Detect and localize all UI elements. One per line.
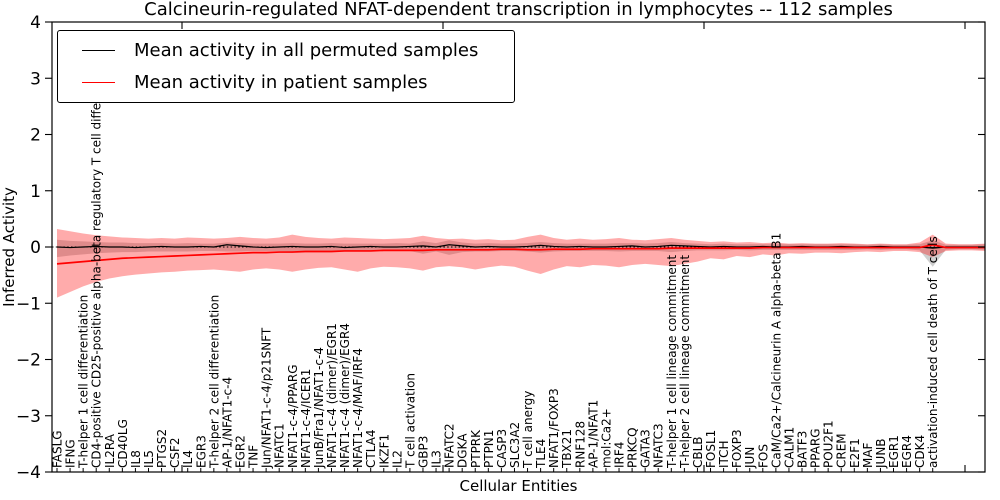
- x-tick-label: IL5: [142, 450, 156, 468]
- x-tick-label: NFAT1-c-4/MAF/IRF4: [351, 348, 365, 468]
- x-tick-label: PTGS2: [155, 429, 169, 468]
- x-tick-label: EGR1: [887, 435, 901, 468]
- x-tick-label: E2F1: [848, 438, 862, 468]
- y-tick-label: 0: [30, 238, 41, 258]
- x-tick-label: IL3: [430, 450, 444, 468]
- x-tick-label: ITCH: [717, 440, 731, 468]
- legend: Mean activity in all permuted samples Me…: [57, 30, 515, 103]
- x-tick-label: RNF128: [573, 421, 587, 468]
- x-tick-label: T-helper 2 cell differentiation: [207, 295, 221, 469]
- x-tick-label: FOXP3: [730, 429, 744, 468]
- x-tick-label: T-helper 1 cell lineage commitment: [665, 255, 679, 469]
- x-tick-label: IL4: [181, 450, 195, 468]
- x-tick-label: T-helper 2 cell lineage commitment: [678, 255, 692, 469]
- x-tick-label: MAF: [861, 442, 875, 468]
- x-tick-label: CD40LG: [116, 419, 130, 468]
- y-tick-label: 4: [30, 13, 41, 33]
- x-tick-label: NFAT1-c-4/ICER1: [299, 369, 313, 468]
- x-tick-label: activation-induced cell death of T cells: [926, 236, 940, 468]
- x-tick-label: EGR2: [233, 435, 247, 468]
- x-tick-label: GBP3: [416, 436, 430, 468]
- x-tick-label: CD4-positive CD25-positive alpha-beta re…: [90, 45, 104, 468]
- legend-item-permuted: Mean activity in all permuted samples: [68, 38, 504, 63]
- x-tick-label: FASLG: [51, 430, 65, 468]
- x-tick-label: FOS: [756, 444, 770, 468]
- x-tick-label: CTLA4: [364, 429, 378, 468]
- legend-label-patient: Mean activity in patient samples: [134, 72, 428, 93]
- x-tick-label: TNF: [247, 445, 261, 469]
- x-tick-label: EGR4: [900, 435, 914, 468]
- y-axis-label: Inferred Activity: [0, 187, 18, 307]
- x-tick-label: mol:Ca2+: [599, 408, 613, 468]
- x-axis-label: Cellular Entities: [459, 477, 578, 495]
- x-tick-label: JunB/Fra1/NFAT1-c-4: [312, 347, 326, 469]
- permuted-line-sample-icon: [82, 50, 115, 51]
- x-tick-label: IL8: [129, 450, 143, 468]
- x-tick-label: NFATC1: [273, 423, 287, 468]
- x-tick-label: JUNB: [874, 438, 888, 469]
- x-tick-label: T cell activation: [403, 373, 417, 469]
- x-tick-label: IRF4: [613, 442, 627, 468]
- patient-mean-line: [56, 243, 985, 265]
- x-tick-label: CSF2: [168, 437, 182, 468]
- x-tick-label: TBX21: [560, 429, 574, 469]
- x-tick-label: CDK4: [913, 435, 927, 468]
- x-tick-label: NFAT1-c-4/PPARG: [286, 364, 300, 468]
- y-tick-label: −2: [16, 351, 41, 371]
- patient-confidence-band: [57, 229, 985, 298]
- x-tick-label: AP-1/NFAT1-c-4: [220, 377, 234, 468]
- x-tick-label: IL2RA: [103, 433, 117, 468]
- x-tick-label: NFAT1/FOXP3: [547, 388, 561, 468]
- x-tick-label: FOSL1: [704, 430, 718, 468]
- y-tick-label: −3: [16, 407, 41, 427]
- x-tick-label: EGR3: [194, 435, 208, 468]
- x-tick-label: Jun/NFAT1-c-4/p21SNFT: [260, 327, 274, 469]
- x-tick-label: JUN: [743, 447, 757, 469]
- patient-line-sample-icon: [82, 82, 115, 83]
- x-tick-label: NFATC3: [652, 423, 666, 468]
- x-tick-label: CASP3: [495, 429, 509, 468]
- legend-label-permuted: Mean activity in all permuted samples: [134, 40, 479, 61]
- x-tick-label: PRKCQ: [626, 427, 640, 468]
- x-tick-label: NFATC2: [443, 423, 457, 468]
- x-tick-label: SLC3A2: [508, 422, 522, 468]
- legend-item-patient: Mean activity in patient samples: [68, 70, 504, 95]
- chart-title: Calcineurin-regulated NFAT-dependent tra…: [144, 0, 893, 20]
- x-tick-label: AP-1/NFAT1: [586, 400, 600, 468]
- x-tick-label: GATA3: [639, 429, 653, 468]
- y-tick-label: 2: [30, 126, 41, 146]
- x-tick-label: IL2: [390, 450, 404, 468]
- x-tick-label: NFAT1-c-4 (dimer)/EGR4: [338, 323, 352, 468]
- x-tick-label: PTPN1: [482, 430, 496, 468]
- x-tick-label: T-helper 1 cell differentiation: [77, 295, 91, 469]
- y-tick-label: −4: [16, 463, 41, 483]
- x-tick-label: NFAT1-c-4 (dimer)/EGR1: [325, 323, 339, 468]
- x-tick-label: CBLB: [691, 436, 705, 468]
- x-tick-label: CaM/Ca2+/Calcineurin A alpha-beta B1: [769, 233, 783, 468]
- x-tick-label: DGKA: [456, 433, 470, 468]
- x-tick-label: T cell anergy: [521, 391, 535, 469]
- x-tick-label: PTPRK: [469, 429, 483, 468]
- x-tick-label: IFNG: [64, 439, 78, 468]
- x-tick-label: BATF3: [796, 431, 810, 468]
- x-tick-label: TLE4: [534, 439, 548, 469]
- x-tick-label: IKZF1: [377, 434, 391, 468]
- y-tick-label: −1: [16, 294, 41, 314]
- y-tick-label: 3: [30, 69, 41, 89]
- x-tick-label: CREM: [835, 433, 849, 468]
- x-tick-label: PPARG: [809, 428, 823, 468]
- y-tick-label: 1: [30, 182, 41, 202]
- x-tick-label: POU2F1: [822, 420, 836, 468]
- x-tick-label: CALM1: [782, 427, 796, 468]
